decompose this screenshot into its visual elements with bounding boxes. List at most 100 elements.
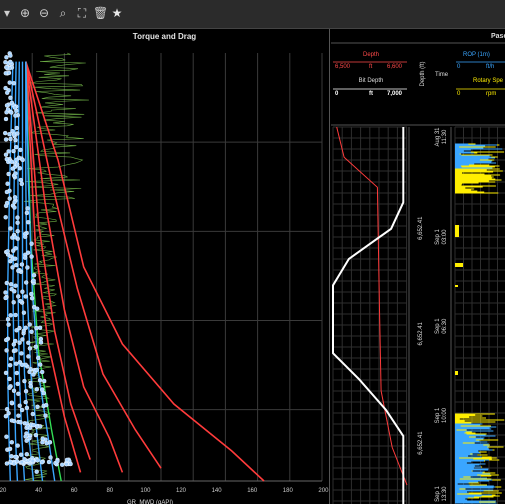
measured-point — [8, 313, 13, 318]
gr-tick-label: 140 — [212, 488, 223, 494]
measured-point — [37, 325, 43, 330]
measured-point — [7, 80, 12, 85]
measured-point — [25, 265, 30, 270]
measured-point — [27, 322, 32, 327]
measured-point — [35, 306, 40, 311]
measured-point — [19, 181, 24, 187]
measured-point — [12, 256, 18, 261]
measured-point — [24, 210, 30, 216]
measured-point — [11, 461, 17, 466]
measured-point — [23, 389, 29, 394]
chevron-down-icon[interactable]: ▾ — [3, 6, 11, 20]
measured-point — [26, 219, 31, 225]
measured-point — [4, 189, 10, 195]
measured-point — [22, 457, 27, 462]
measured-point — [18, 298, 23, 304]
bit-depth-track-name: Bit Depth — [359, 78, 384, 84]
depth-unit: ft — [369, 64, 373, 70]
zoom-out-icon[interactable]: ⊖ — [38, 6, 50, 20]
measured-point — [12, 289, 17, 294]
fit-icon[interactable]: ⛶ — [77, 6, 87, 20]
delete-icon[interactable]: 🗑 — [93, 6, 109, 20]
measured-point — [15, 443, 20, 448]
torque-drag-panel — [0, 29, 330, 504]
measured-point — [13, 137, 18, 143]
measured-point — [7, 385, 12, 390]
measured-point — [3, 60, 8, 65]
measured-point — [25, 206, 30, 211]
measured-point — [17, 325, 22, 331]
measured-point — [5, 317, 11, 322]
gr-tick-label: 180 — [283, 488, 294, 494]
measured-point — [18, 452, 24, 457]
depth-axis-label: Depth (ft) — [420, 61, 426, 86]
measured-point — [34, 424, 40, 429]
measured-point — [14, 125, 19, 131]
measured-point — [3, 85, 8, 91]
measured-point — [3, 116, 9, 122]
measured-point — [12, 235, 18, 240]
bit-depth-curve — [332, 127, 405, 504]
measured-point — [4, 65, 9, 70]
measured-point — [12, 105, 18, 110]
star-icon[interactable]: ★ — [111, 6, 123, 20]
gr-tick-label: 100 — [140, 488, 151, 494]
measured-point — [19, 351, 24, 356]
measured-point — [44, 402, 49, 408]
zoom-reset-icon[interactable]: ⌕ — [59, 6, 67, 20]
measured-point — [29, 329, 34, 334]
measured-point — [8, 282, 14, 287]
measured-point — [40, 369, 45, 375]
gr-tick-label: 200 — [318, 488, 329, 494]
measured-point — [19, 262, 25, 267]
measured-point — [23, 399, 28, 405]
measured-point — [31, 272, 37, 278]
measured-point — [8, 53, 13, 58]
measured-point — [6, 411, 11, 416]
measured-point — [18, 147, 23, 153]
measured-point — [34, 325, 39, 331]
depth-track-name: Depth — [363, 52, 379, 58]
time-label: Time — [435, 72, 449, 78]
log-trace-segment — [455, 423, 497, 504]
measured-point — [29, 241, 34, 246]
measured-point — [26, 354, 31, 359]
log-tracks[interactable]: Paso Depth 6,500 ft 6,600 Bit Depth 0 ft 7,000 De… — [331, 29, 505, 504]
measured-point — [16, 268, 21, 274]
measured-point — [27, 369, 32, 375]
measured-point — [37, 378, 43, 383]
measured-point — [68, 461, 73, 467]
rotary-track-name: Rotary Spe — [473, 78, 504, 84]
zoom-in-icon[interactable]: ⊕ — [19, 6, 31, 20]
measured-point — [3, 203, 9, 209]
model-line — [25, 61, 162, 469]
model-line — [25, 61, 62, 482]
bit-depth-min: 0 — [335, 91, 339, 97]
measured-point — [8, 226, 13, 231]
measured-point — [17, 403, 22, 408]
measured-point — [17, 340, 22, 345]
measured-point — [21, 328, 26, 334]
measured-point — [15, 220, 20, 225]
measured-point — [12, 200, 17, 205]
measured-point — [16, 391, 21, 396]
measured-point — [33, 344, 38, 349]
measured-point — [64, 462, 69, 467]
measured-point — [6, 70, 12, 76]
measured-point — [11, 418, 17, 424]
measured-point — [13, 348, 18, 353]
measured-point — [2, 130, 8, 136]
rop-track-name: ROP (1m) — [463, 52, 490, 58]
gr-tick-label: 40 — [35, 488, 42, 494]
measured-point — [3, 414, 9, 419]
measured-point — [24, 280, 29, 285]
measured-point — [60, 462, 65, 467]
measured-point — [10, 248, 16, 253]
measured-point — [14, 157, 19, 163]
bit-depth-max: 7,000 — [387, 91, 403, 97]
measured-point — [7, 131, 12, 137]
log-header — [331, 29, 505, 99]
measured-point — [7, 363, 13, 368]
measured-point — [4, 55, 9, 60]
